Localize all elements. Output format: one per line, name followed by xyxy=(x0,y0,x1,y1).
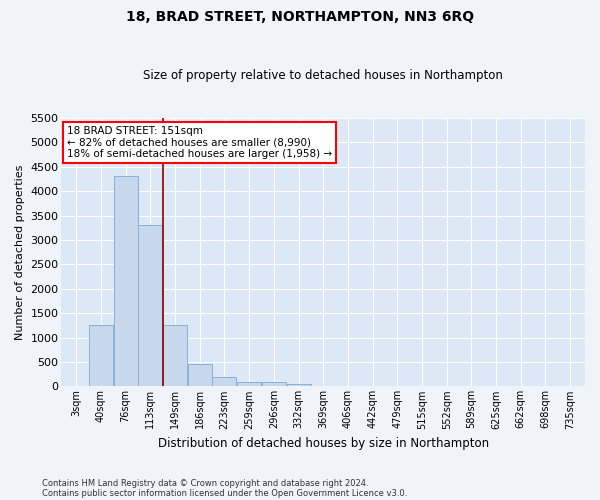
Bar xyxy=(262,382,286,386)
Text: 18 BRAD STREET: 151sqm
← 82% of detached houses are smaller (8,990)
18% of semi-: 18 BRAD STREET: 151sqm ← 82% of detached… xyxy=(67,126,332,159)
Bar xyxy=(188,364,212,386)
Bar xyxy=(163,326,187,386)
Bar xyxy=(287,384,311,386)
Bar xyxy=(139,226,163,386)
Text: Contains public sector information licensed under the Open Government Licence v3: Contains public sector information licen… xyxy=(42,488,407,498)
Title: Size of property relative to detached houses in Northampton: Size of property relative to detached ho… xyxy=(143,69,503,82)
X-axis label: Distribution of detached houses by size in Northampton: Distribution of detached houses by size … xyxy=(158,437,489,450)
Bar xyxy=(212,376,236,386)
Bar xyxy=(89,326,113,386)
Bar xyxy=(113,176,137,386)
Y-axis label: Number of detached properties: Number of detached properties xyxy=(15,164,25,340)
Bar xyxy=(237,382,261,386)
Text: 18, BRAD STREET, NORTHAMPTON, NN3 6RQ: 18, BRAD STREET, NORTHAMPTON, NN3 6RQ xyxy=(126,10,474,24)
Text: Contains HM Land Registry data © Crown copyright and database right 2024.: Contains HM Land Registry data © Crown c… xyxy=(42,478,368,488)
